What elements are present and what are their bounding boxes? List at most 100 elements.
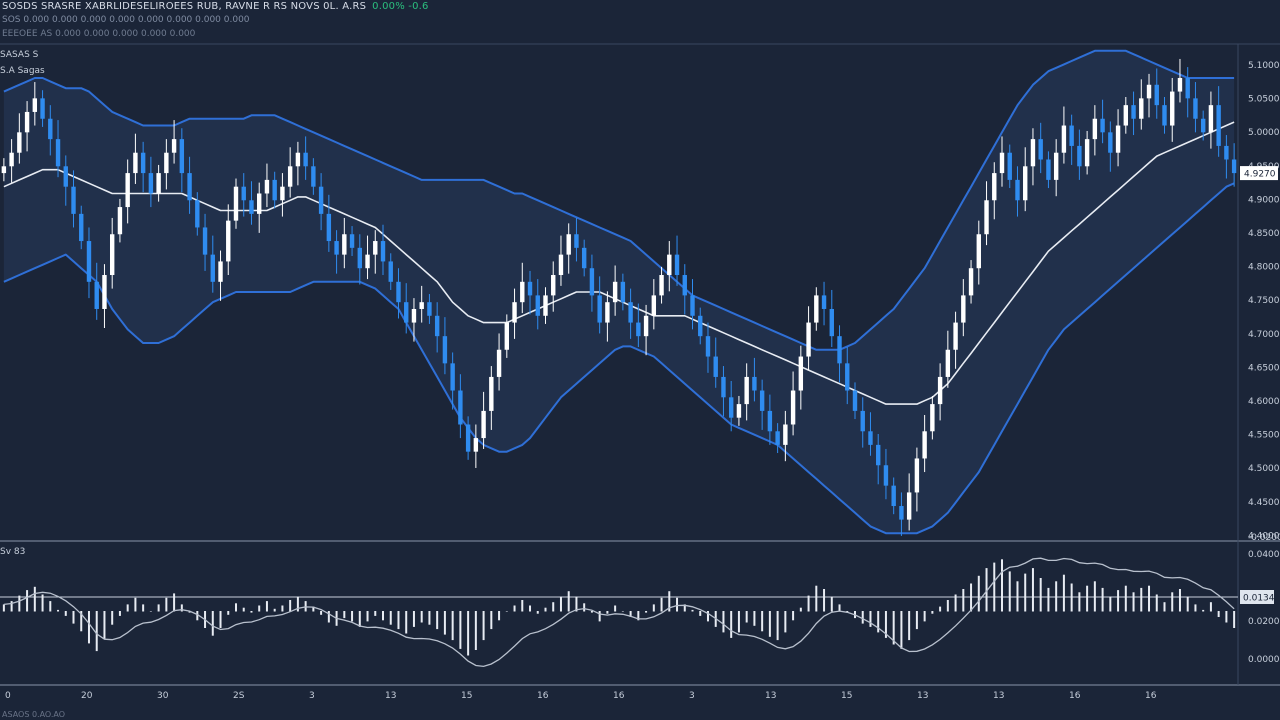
candle-body [133, 152, 138, 174]
chart-title: SOSDS SRASRE XABRLIDESELIROEES RUB, RAVN… [2, 1, 429, 12]
candle-body [1123, 105, 1129, 126]
candle-body [930, 404, 935, 432]
candle-body [736, 404, 742, 418]
indicator-readout: EEEOEE AS 0.000 0.000 0.000 0.000 0.000 [2, 29, 196, 39]
candle-body [814, 295, 819, 323]
candle-body [999, 152, 1005, 174]
moving-average-line [3, 121, 1235, 405]
candle-body [775, 431, 780, 445]
candle-body [659, 275, 664, 296]
candle-body [373, 241, 378, 255]
candle-body [481, 410, 486, 439]
candle-body [148, 173, 154, 194]
candle-body [984, 200, 989, 235]
candle-body [79, 213, 84, 242]
candle-body [1177, 77, 1183, 92]
candle-body [806, 322, 811, 357]
time-tick-label: 13 [993, 691, 1004, 701]
time-tick-label: 13 [765, 691, 776, 701]
candle-body [906, 492, 912, 520]
candle-body [543, 295, 548, 316]
candle-body [411, 308, 417, 323]
current-price-label: 4.9270 [1244, 170, 1276, 180]
candle-body [156, 173, 161, 194]
candle-body [1146, 84, 1152, 99]
candle-body [380, 241, 386, 262]
candle-body [612, 281, 618, 303]
candle-body [876, 444, 881, 466]
candle-body [210, 254, 215, 282]
candle-body [605, 302, 610, 323]
candle-body [1, 166, 7, 174]
candle-body [992, 173, 997, 201]
candle-body [489, 376, 494, 411]
candle-body [752, 376, 757, 391]
candle-body [1100, 118, 1105, 133]
candle-body [1007, 152, 1012, 180]
main-legend-2[interactable]: S.A Sagas [0, 66, 45, 76]
candle-body [698, 315, 703, 337]
candle-body [218, 261, 223, 282]
candle-body [899, 506, 904, 520]
candle-body [713, 356, 718, 377]
candle-body [783, 424, 788, 445]
candle-body [945, 349, 951, 377]
candle-body [953, 322, 958, 350]
upper-band-line [3, 49, 1235, 351]
candle-body [922, 431, 927, 459]
candle-body [636, 322, 641, 337]
candle-body [651, 295, 657, 316]
candle-body [287, 166, 293, 187]
candle-body [419, 302, 424, 309]
candle-body [396, 281, 401, 303]
footer-status: ASAOS 0.AO.AO [2, 710, 66, 719]
candle-body [349, 234, 355, 248]
candle-body [674, 254, 680, 276]
candle-body [682, 275, 687, 296]
candle-body [365, 254, 370, 269]
candle-body [968, 268, 974, 296]
candle-body [226, 220, 231, 262]
candle-body [566, 234, 571, 255]
candle-body [1139, 98, 1144, 119]
price-tick-label: 4.5500 [1248, 431, 1280, 441]
candle-body [690, 295, 695, 316]
sub-current-label: 0.0134 [1243, 594, 1275, 604]
lower-band-line [3, 182, 1235, 535]
candle-body [728, 397, 734, 418]
candle-body [357, 247, 362, 269]
price-tick-label: 4.6000 [1248, 397, 1280, 407]
candle-body [326, 213, 332, 242]
candles-group [1, 58, 1237, 536]
candle-body [55, 139, 61, 167]
time-axis: 0 20 30 2S 3 13 15 16 16 3 13 15 13 13 16 16 [5, 691, 1157, 701]
candle-body [17, 132, 22, 153]
price-tick-label: 4.9000 [1248, 195, 1280, 205]
candle-body [257, 193, 262, 214]
time-tick-label: 30 [157, 691, 169, 701]
candle-body [883, 465, 889, 486]
sub-tick-label: 0.0000 [1248, 655, 1280, 665]
price-tick-label: 4.8500 [1248, 229, 1280, 239]
candle-body [527, 281, 533, 296]
candle-body [937, 376, 943, 405]
candle-body [837, 336, 842, 364]
price-tick-label: 4.6500 [1248, 363, 1280, 373]
candle-body [914, 458, 920, 493]
candle-body [48, 118, 53, 140]
candle-body [1092, 118, 1098, 140]
histogram-group [2, 559, 1236, 656]
main-legend-1[interactable]: SASAS S [0, 50, 39, 60]
candle-body [558, 254, 564, 276]
candle-body [9, 152, 14, 167]
candle-body [342, 234, 347, 255]
candle-body [295, 152, 301, 167]
candle-body [868, 431, 873, 445]
candle-body [458, 390, 463, 425]
candle-body [272, 179, 277, 201]
candle-body [264, 179, 270, 194]
sub-legend[interactable]: Sv 83 [0, 547, 26, 557]
candle-body [24, 111, 30, 133]
time-tick-label: 3 [689, 691, 695, 701]
